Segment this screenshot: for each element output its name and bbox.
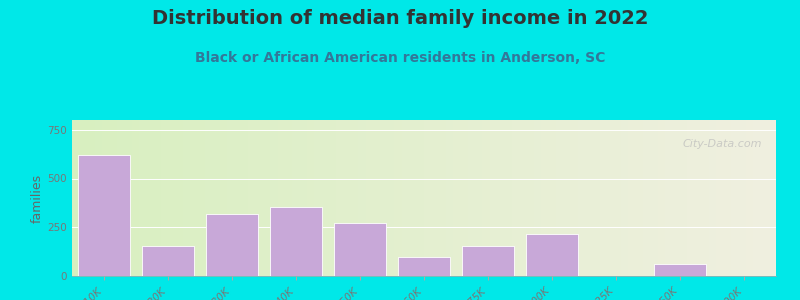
Bar: [206, 214, 258, 276]
Bar: [270, 207, 322, 276]
Bar: [526, 234, 578, 276]
Text: Distribution of median family income in 2022: Distribution of median family income in …: [152, 9, 648, 28]
Y-axis label: families: families: [30, 173, 43, 223]
Bar: [142, 246, 194, 276]
Bar: [334, 223, 386, 276]
Bar: [398, 257, 450, 276]
Bar: [462, 246, 514, 276]
Bar: [78, 155, 130, 276]
Bar: [654, 264, 706, 276]
Text: City-Data.com: City-Data.com: [682, 139, 762, 149]
Text: Black or African American residents in Anderson, SC: Black or African American residents in A…: [195, 51, 605, 65]
